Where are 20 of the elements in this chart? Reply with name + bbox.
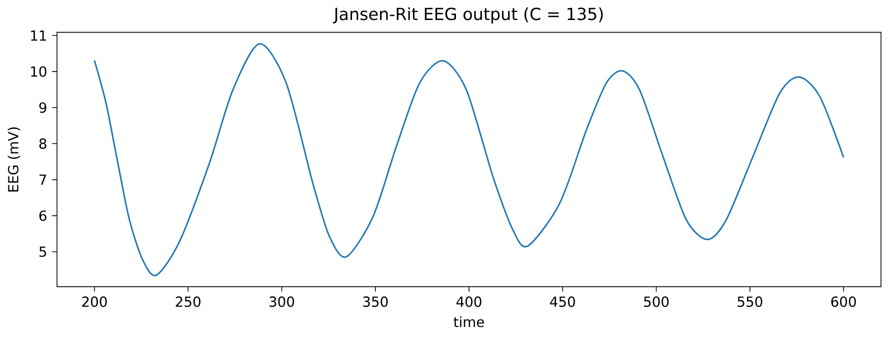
y-tick-label: 5: [40, 246, 46, 257]
x-tick-label: 250: [176, 296, 200, 307]
y-axis-title: EEG (mV): [8, 127, 20, 192]
x-tick-label: 400: [456, 296, 482, 307]
y-tick-label: 6: [39, 210, 46, 221]
y-tick-label: 9: [39, 102, 46, 113]
y-tick-label: 11: [31, 30, 46, 41]
y-tick-label: 7: [40, 174, 46, 185]
x-tick-label: 300: [270, 296, 294, 307]
x-tick-label: 500: [644, 296, 669, 307]
y-tick-label: 8: [39, 138, 46, 149]
x-tick-label: 600: [831, 296, 856, 307]
x-axis-title: time: [454, 316, 484, 328]
line-series: [94, 43, 844, 276]
y-tick-label: 10: [31, 66, 46, 77]
x-tick-label: 200: [82, 296, 107, 307]
x-tick-label: 350: [363, 296, 388, 307]
x-tick-label: 450: [550, 296, 575, 307]
chart-title: Jansen-Rit EEG output (C = 135): [332, 7, 603, 24]
x-tick-label: 550: [738, 296, 762, 307]
